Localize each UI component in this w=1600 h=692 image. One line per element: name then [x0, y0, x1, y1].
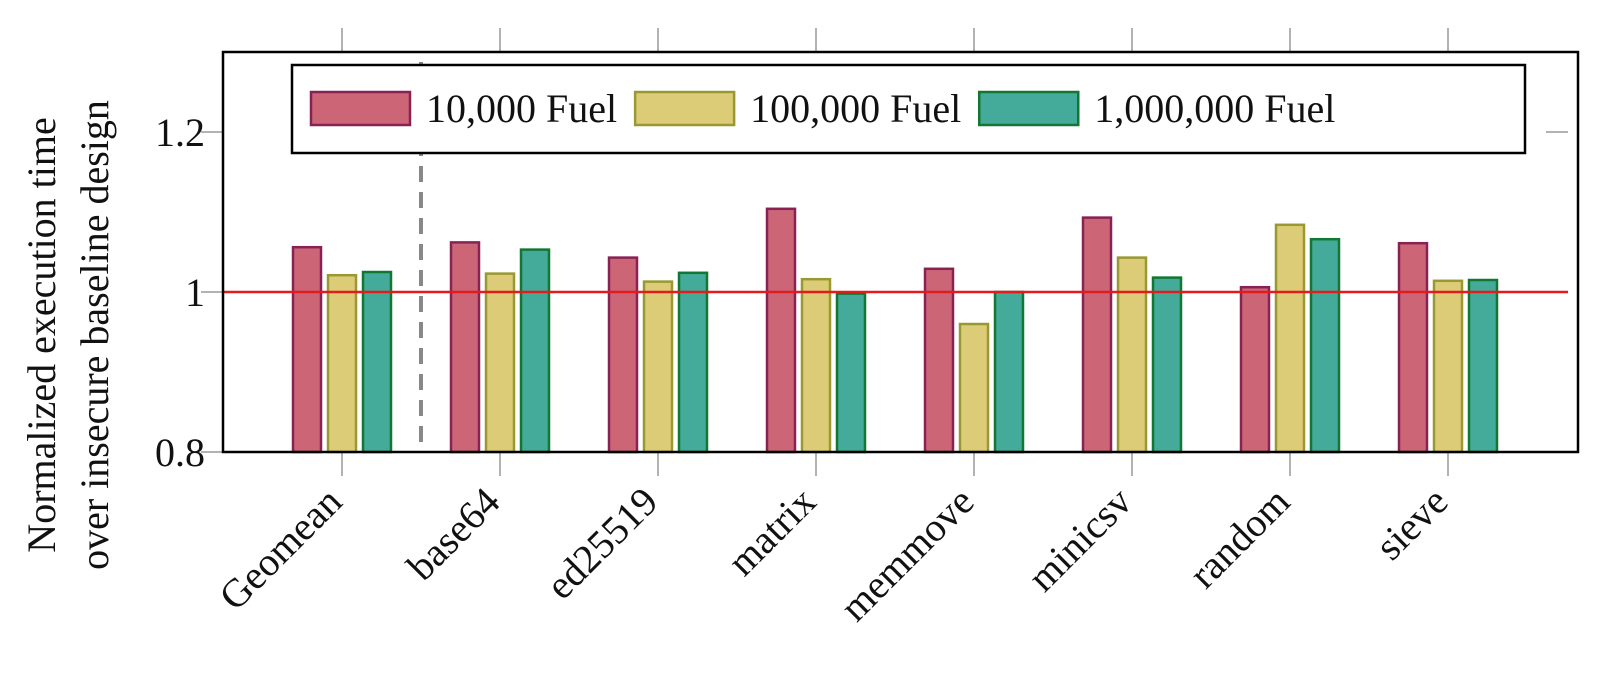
y-axis-label: Normalized execution time — [19, 117, 64, 552]
bar — [1081, 216, 1113, 454]
bar — [484, 272, 516, 454]
bar — [958, 322, 990, 454]
bar — [642, 280, 674, 454]
legend-label: 100,000 Fuel — [750, 86, 961, 131]
bar — [361, 270, 393, 454]
bar — [800, 277, 832, 454]
bar — [1274, 223, 1306, 454]
x-tick-label: memmove — [831, 479, 982, 630]
x-tick-label: ed25519 — [537, 479, 666, 608]
bar — [326, 273, 358, 454]
x-tick-label: minicsv — [1019, 479, 1140, 600]
bar — [765, 207, 797, 454]
legend-label: 1,000,000 Fuel — [1094, 86, 1335, 131]
bar — [1309, 237, 1341, 454]
y-tick-label: 1.2 — [155, 110, 205, 155]
legend-swatch — [309, 90, 412, 127]
bar — [449, 241, 481, 454]
x-tick-label: base64 — [398, 479, 508, 589]
x-tick-label: random — [1180, 479, 1298, 597]
legend-label: 10,000 Fuel — [426, 86, 617, 131]
bar — [1239, 285, 1271, 454]
legend-swatch — [978, 90, 1080, 127]
x-tick-label: sieve — [1366, 479, 1456, 569]
y-tick-label: 1 — [185, 270, 205, 315]
bar — [607, 256, 639, 454]
legend-swatch — [633, 90, 736, 127]
bar — [923, 267, 955, 454]
bar — [1151, 276, 1183, 454]
x-tick-label: Geomean — [210, 479, 350, 619]
legend-box — [290, 63, 1527, 155]
bar — [1467, 278, 1499, 454]
y-tick-label: 0.8 — [155, 430, 205, 475]
y-axis-label: over insecure baseline design — [72, 100, 117, 570]
bar — [993, 290, 1025, 454]
bar — [1432, 279, 1464, 454]
bar — [291, 245, 323, 454]
bar — [519, 248, 551, 454]
plot-frame — [221, 50, 1580, 454]
x-tick-label: matrix — [719, 479, 825, 585]
bar — [1397, 241, 1429, 454]
bar — [1116, 256, 1148, 454]
bar — [835, 292, 867, 454]
bar — [677, 271, 709, 454]
